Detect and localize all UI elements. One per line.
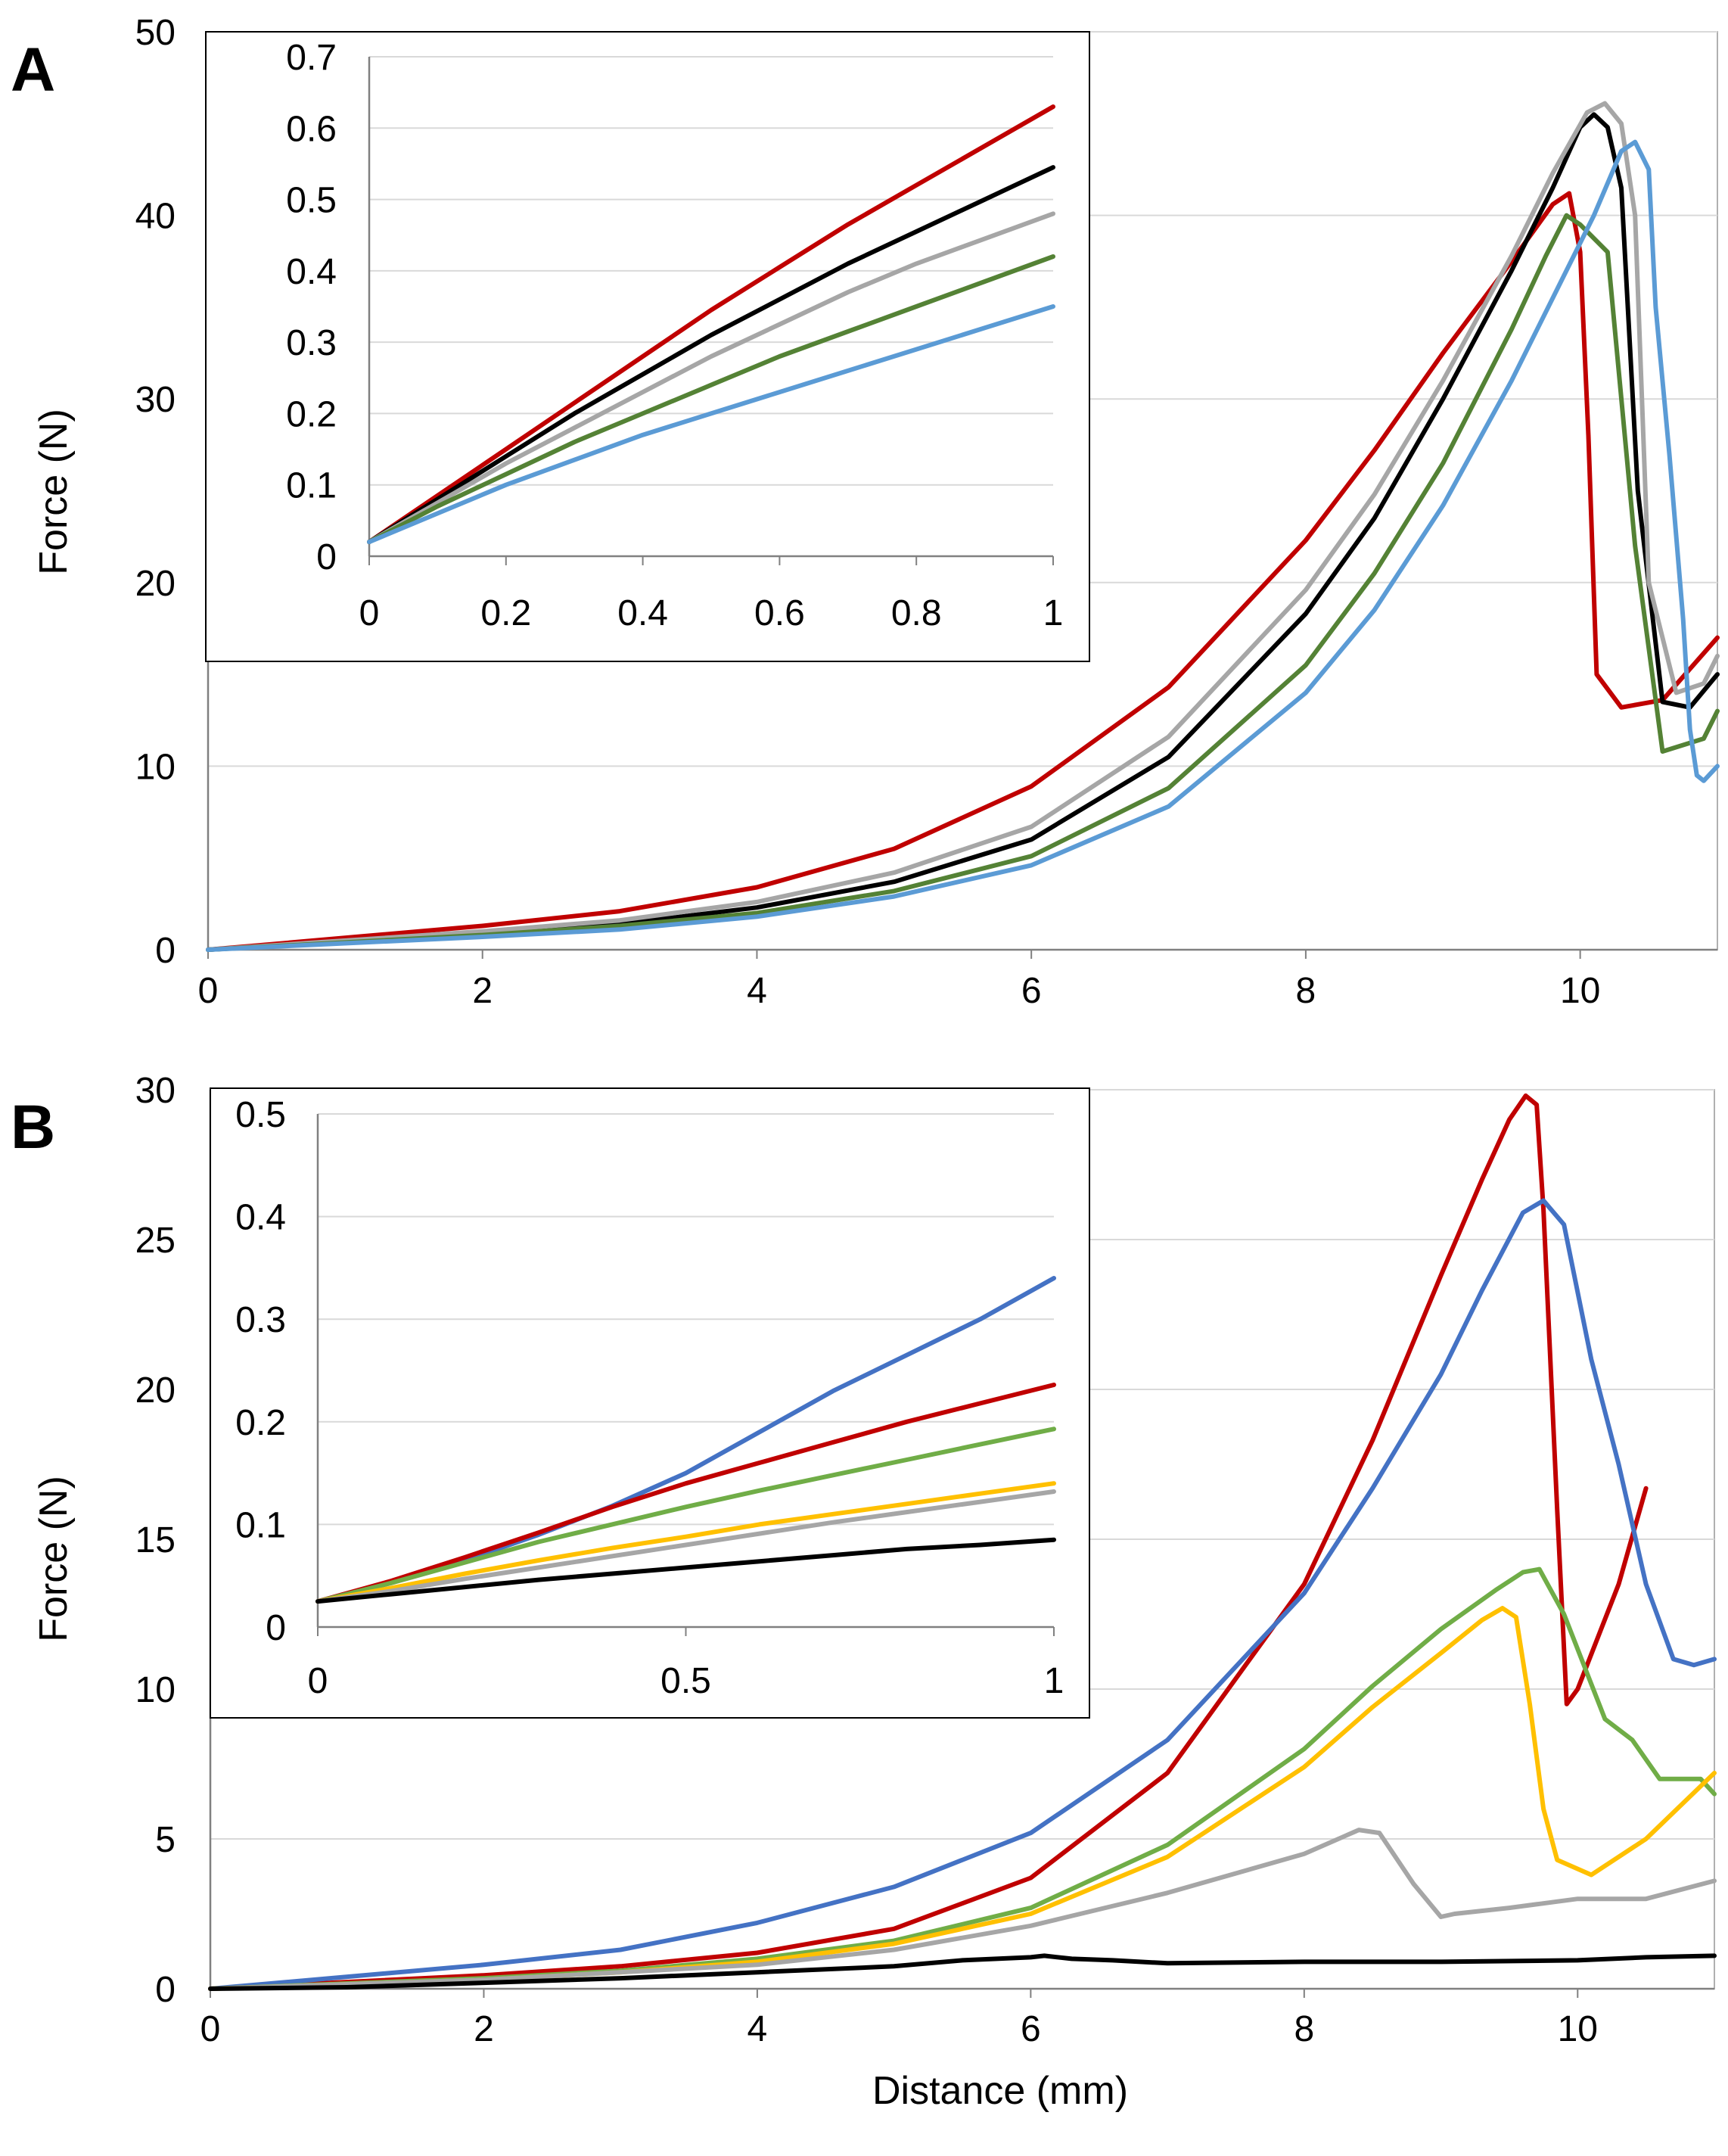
- x-tick-label: 0: [308, 1661, 328, 1701]
- x-tick-label: 0: [198, 971, 219, 1011]
- y-tick-label: 0.3: [286, 323, 337, 363]
- y-tick-label: 0.4: [235, 1198, 286, 1238]
- x-tick-label: 0.6: [754, 593, 805, 633]
- series-line-black: [208, 1953, 1717, 1991]
- series-line-green: [208, 1566, 1717, 1991]
- y-tick-label: 20: [135, 1370, 176, 1411]
- series-line-gray: [315, 1489, 1056, 1604]
- y-tick-label: 25: [135, 1221, 176, 1261]
- x-tick-label: 0.2: [480, 593, 531, 633]
- series-line-gray: [367, 211, 1055, 545]
- series-line-red: [367, 104, 1055, 545]
- x-tick-label: 10: [1560, 971, 1600, 1011]
- y-tick-label: 0.1: [235, 1505, 286, 1545]
- inset-frame: [205, 31, 1090, 662]
- y-tick-label: 0.2: [286, 394, 337, 434]
- inset-frame: [210, 1087, 1090, 1719]
- series-line-red: [208, 1093, 1649, 1991]
- y-tick-label: 20: [135, 564, 176, 604]
- chart-a-inset: 0 0.2 0.4 0.6 0.8 1 0 0.1 0.2 0.3 0.4 0.5 0.6 0.7: [205, 31, 1090, 662]
- series-line-light-blue: [206, 139, 1720, 952]
- x-tick-label: 6: [1021, 2009, 1041, 2049]
- y-tick-label: 0.5: [235, 1095, 286, 1135]
- chart-b-inset: 0 0.5 1 0 0.1 0.2 0.3 0.4 0.5: [210, 1087, 1090, 1719]
- x-tick-label: 4: [747, 2009, 768, 2049]
- y-tick-label: 40: [135, 197, 176, 237]
- y-tick-label: 0.2: [235, 1403, 286, 1443]
- x-tick-label: 2: [472, 971, 493, 1011]
- y-tick-label: 30: [135, 1071, 176, 1111]
- y-tick-label: 0: [155, 931, 176, 971]
- y-axis-title: Force (N): [32, 1476, 76, 1642]
- y-tick-label: 30: [135, 380, 176, 420]
- y-tick-label: 5: [155, 1820, 176, 1860]
- x-tick-label: 10: [1558, 2009, 1598, 2049]
- y-tick-label: 10: [135, 747, 176, 787]
- series-line-red: [206, 191, 1720, 952]
- y-tick-label: 0: [266, 1608, 286, 1648]
- x-tick-label: 0.5: [660, 1661, 711, 1701]
- series-line-gray: [208, 1828, 1717, 1991]
- y-tick-label: 10: [135, 1670, 176, 1710]
- y-tick-label: 0.1: [286, 466, 337, 506]
- y-tick-label: 0.6: [286, 109, 337, 149]
- series-line-yellow: [208, 1606, 1717, 1991]
- x-tick-label: 0.4: [617, 593, 668, 633]
- series-line-green: [206, 213, 1720, 952]
- x-tick-label: 8: [1294, 2009, 1314, 2049]
- y-tick-label: 0: [155, 1970, 176, 2010]
- series-line-black: [206, 112, 1720, 952]
- y-tick-label: 50: [135, 13, 176, 53]
- y-tick-label: 0.5: [286, 181, 337, 221]
- series-line-light-blue: [367, 304, 1055, 545]
- x-axis-title: Distance (mm): [872, 2069, 1128, 2113]
- x-tick-label: 8: [1296, 971, 1316, 1011]
- series-line-black: [367, 165, 1055, 545]
- panel-a-letter: A: [11, 36, 55, 104]
- y-tick-label: 0.4: [286, 252, 337, 292]
- series-line-yellow: [315, 1481, 1056, 1604]
- series-line-green: [315, 1426, 1056, 1604]
- y-axis-title: Force (N): [32, 409, 76, 575]
- x-tick-label: 4: [747, 971, 767, 1011]
- y-tick-label: 15: [135, 1520, 176, 1560]
- series-line-green: [367, 254, 1055, 545]
- x-tick-label: 0.8: [891, 593, 942, 633]
- x-tick-label: 1: [1044, 1661, 1064, 1701]
- panel-b-letter: B: [11, 1093, 55, 1162]
- y-tick-label: 0.3: [235, 1300, 286, 1340]
- x-tick-label: 0: [359, 593, 380, 633]
- y-tick-label: 0: [316, 537, 337, 577]
- series-line-red: [315, 1383, 1056, 1604]
- x-tick-label: 0: [200, 2009, 221, 2049]
- series-line-black: [315, 1537, 1056, 1604]
- x-tick-label: 1: [1043, 593, 1064, 633]
- y-tick-label: 0.7: [286, 38, 337, 78]
- x-tick-label: 2: [474, 2009, 494, 2049]
- x-tick-label: 6: [1021, 971, 1042, 1011]
- series-line-blue: [208, 1198, 1717, 1991]
- series-line-gray: [206, 101, 1720, 952]
